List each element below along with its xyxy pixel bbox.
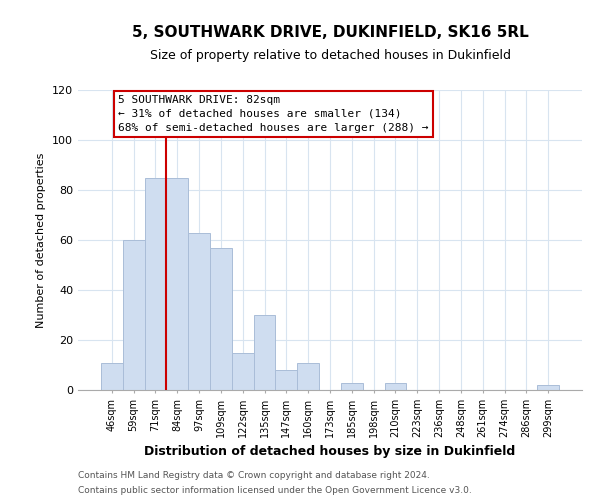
Bar [166, 178, 188, 390]
Y-axis label: Number of detached properties: Number of detached properties [37, 152, 46, 328]
Bar [297, 362, 319, 390]
Bar [145, 178, 166, 390]
Bar [537, 385, 559, 390]
Bar [123, 240, 145, 390]
Bar [101, 362, 123, 390]
X-axis label: Distribution of detached houses by size in Dukinfield: Distribution of detached houses by size … [145, 446, 515, 458]
Bar [385, 382, 406, 390]
Text: Contains HM Land Registry data © Crown copyright and database right 2024.: Contains HM Land Registry data © Crown c… [78, 471, 430, 480]
Bar [341, 382, 363, 390]
Bar [275, 370, 297, 390]
Bar [188, 232, 210, 390]
Title: Size of property relative to detached houses in Dukinfield: Size of property relative to detached ho… [149, 50, 511, 62]
Text: 5 SOUTHWARK DRIVE: 82sqm
← 31% of detached houses are smaller (134)
68% of semi-: 5 SOUTHWARK DRIVE: 82sqm ← 31% of detach… [118, 95, 429, 133]
Bar [254, 315, 275, 390]
Bar [210, 248, 232, 390]
Text: 5, SOUTHWARK DRIVE, DUKINFIELD, SK16 5RL: 5, SOUTHWARK DRIVE, DUKINFIELD, SK16 5RL [131, 25, 529, 40]
Bar [232, 352, 254, 390]
Text: Contains public sector information licensed under the Open Government Licence v3: Contains public sector information licen… [78, 486, 472, 495]
